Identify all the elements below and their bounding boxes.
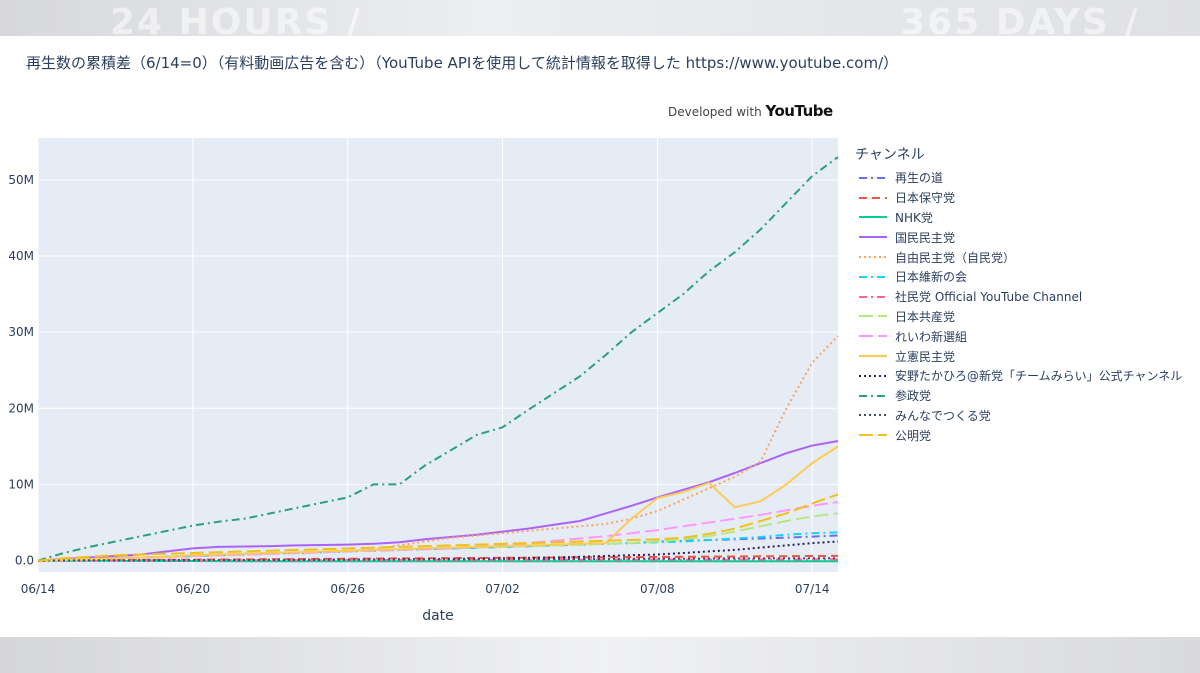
- youtube-logo: YouTube: [765, 102, 834, 120]
- legend-swatch: [859, 414, 887, 417]
- y-tick-label: 20M: [8, 401, 34, 415]
- legend-swatch: [859, 256, 887, 259]
- series-line: [37, 493, 839, 562]
- developed-with-youtube-credit: Developed with YouTube: [668, 102, 833, 120]
- legend-item[interactable]: 日本保守党: [855, 188, 1182, 208]
- series-line: [37, 557, 839, 562]
- legend-swatch: [859, 236, 887, 239]
- legend-title: チャンネル: [855, 147, 925, 163]
- legend-label: みんなでつくる党: [895, 408, 991, 423]
- legend-swatch: [859, 374, 887, 377]
- legend-label: 自由民主党（自民党）: [895, 250, 1016, 265]
- x-tick-label: 07/08: [640, 582, 675, 596]
- y-tick-label: 40M: [8, 249, 34, 263]
- legend-swatch: [859, 275, 887, 278]
- legend-label: 公明党: [895, 428, 932, 443]
- legend-items: 再生の道日本保守党 NHK党国民民主党自由民主党（自民党） 日本維新の会社民党 Of…: [855, 168, 1182, 445]
- legend-item[interactable]: 安野たかひろ@新党「チームみらい」公式チャンネル: [855, 366, 1182, 386]
- legend-label: 社民党 Official YouTube Channel: [895, 290, 1083, 305]
- plot-area: [38, 138, 838, 572]
- series-line: [37, 335, 839, 562]
- legend-label: れいわ新選組: [895, 329, 968, 344]
- legend-swatch: [859, 176, 887, 179]
- legend-swatch: [859, 295, 887, 298]
- legend-item[interactable]: 社民党 Official YouTube Channel: [855, 287, 1182, 307]
- legend-label: 参政党: [895, 389, 932, 404]
- legend-label: 日本保守党: [895, 191, 956, 206]
- credit-prefix: Developed with: [668, 105, 762, 119]
- legend-item[interactable]: 公明党: [855, 425, 1182, 445]
- x-tick-label: 06/20: [176, 582, 211, 596]
- legend-label: 国民民主党: [895, 230, 956, 245]
- legend-item[interactable]: 参政党: [855, 386, 1182, 406]
- legend-item[interactable]: れいわ新選組: [855, 326, 1182, 346]
- x-tick-label: 06/14: [21, 582, 56, 596]
- legend-swatch: [859, 315, 887, 318]
- legend-item[interactable]: 日本共産党: [855, 307, 1182, 327]
- chart-title: 再生数の累積差（6/14=0）（有料動画広告を含む）（YouTube APIを使…: [26, 54, 899, 72]
- legend-item[interactable]: 国民民主党: [855, 227, 1182, 247]
- y-tick-label: 50M: [8, 173, 34, 187]
- legend-label: 再生の道: [895, 171, 944, 186]
- legend-item[interactable]: 自由民主党（自民党）: [855, 247, 1182, 267]
- background-band-bottom: [0, 637, 1200, 673]
- legend-swatch: [859, 196, 887, 199]
- legend-swatch: [859, 394, 887, 397]
- legend-swatch: [859, 216, 887, 219]
- legend-swatch: [859, 335, 887, 338]
- legend-item[interactable]: みんなでつくる党: [855, 406, 1182, 426]
- legend-swatch: [859, 434, 887, 437]
- legend-item[interactable]: 立憲民主党: [855, 346, 1182, 366]
- y-tick-label: 10M: [8, 477, 34, 491]
- series-line: [37, 156, 839, 562]
- chart-legend: チャンネル 再生の道日本保守党 NHK党国民民主党自由民主党（自民党） 日本維新の会…: [855, 144, 1182, 445]
- legend-item[interactable]: 日本維新の会: [855, 267, 1182, 287]
- x-axis-title: date: [422, 608, 454, 624]
- legend-swatch: [859, 355, 887, 358]
- x-tick-label: 07/02: [485, 582, 520, 596]
- background-band-top: 24 HOURS / 365 DAYS /: [0, 0, 1200, 43]
- y-tick-label: 0.0: [15, 554, 34, 568]
- series-line: [37, 445, 839, 562]
- x-tick-label: 07/14: [795, 582, 830, 596]
- legend-label: NHK党: [895, 210, 933, 225]
- legend-item[interactable]: 再生の道: [855, 168, 1182, 188]
- legend-label: 立憲民主党: [895, 349, 956, 364]
- legend-label: 安野たかひろ@新党「チームみらい」公式チャンネル: [895, 369, 1183, 384]
- x-tick-label: 06/26: [330, 582, 365, 596]
- legend-label: 日本共産党: [895, 309, 956, 324]
- legend-label: 日本維新の会: [895, 270, 968, 285]
- y-tick-label: 30M: [8, 325, 34, 339]
- legend-item[interactable]: NHK党: [855, 208, 1182, 228]
